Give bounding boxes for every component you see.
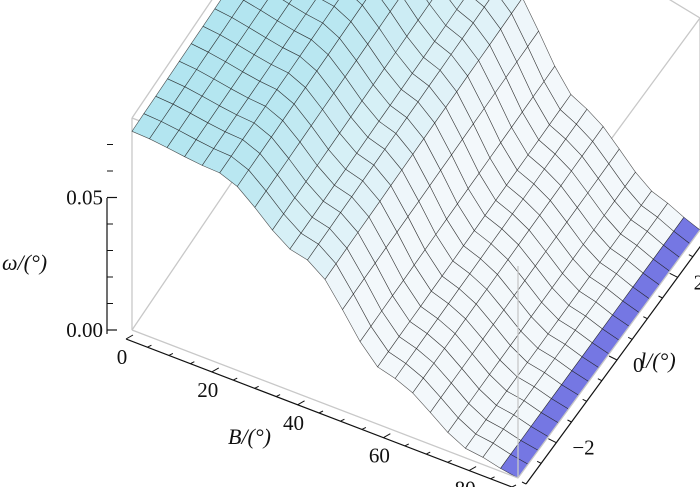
x-tick <box>254 385 259 389</box>
box-edge <box>517 229 700 479</box>
box-edge <box>131 0 213 119</box>
x-tick <box>383 433 391 439</box>
y-tick <box>521 481 527 485</box>
x-tick <box>211 367 220 373</box>
y-tick <box>548 438 557 444</box>
y-tick-label: 0 <box>633 353 644 377</box>
x-tick-label: 20 <box>197 378 218 402</box>
x-tick-label: 40 <box>283 411 304 435</box>
x-tick-label: 60 <box>369 444 390 468</box>
x-tick <box>447 459 452 463</box>
y-tick <box>567 419 572 423</box>
z-axis-label: ω/(°) <box>2 250 47 275</box>
x-tick <box>318 410 324 414</box>
y-tick <box>597 378 603 382</box>
x-tick <box>168 352 174 356</box>
x-tick <box>275 394 281 398</box>
y-tick-label: 2 <box>694 270 700 294</box>
y-tick <box>608 355 618 361</box>
y-tick <box>536 460 542 464</box>
y-tick <box>643 316 648 320</box>
y-tick <box>627 336 633 340</box>
y-tick <box>669 272 678 278</box>
x-tick <box>425 451 431 455</box>
x-tick <box>147 344 152 348</box>
x-tick-label: 0 <box>117 345 128 369</box>
x-tick <box>232 377 238 381</box>
x-tick <box>361 426 367 430</box>
surface-mesh <box>131 0 700 479</box>
x-tick <box>125 334 134 340</box>
bounding-box-front <box>131 229 700 479</box>
x-tick <box>468 466 477 471</box>
x-tick <box>340 418 345 422</box>
x-tick-label: 80 <box>455 477 476 487</box>
x-tick <box>190 361 195 365</box>
x-tick <box>404 443 410 447</box>
box-edge <box>131 329 519 479</box>
y-axis-label: l/(°) <box>640 348 676 373</box>
y-tick <box>582 398 587 402</box>
z-tick-label: 0.05 <box>66 186 103 210</box>
y-tick-label: −2 <box>572 436 594 460</box>
z-tick-label: 0.00 <box>66 318 103 342</box>
y-tick <box>658 295 663 299</box>
axes: 0.00 0.05 0 20 40 60 80 −2 0 2 <box>66 144 700 487</box>
x-axis-label: B/(°) <box>228 424 271 449</box>
x-tick <box>297 400 305 406</box>
x-tick <box>490 476 495 480</box>
y-tick <box>688 254 694 258</box>
